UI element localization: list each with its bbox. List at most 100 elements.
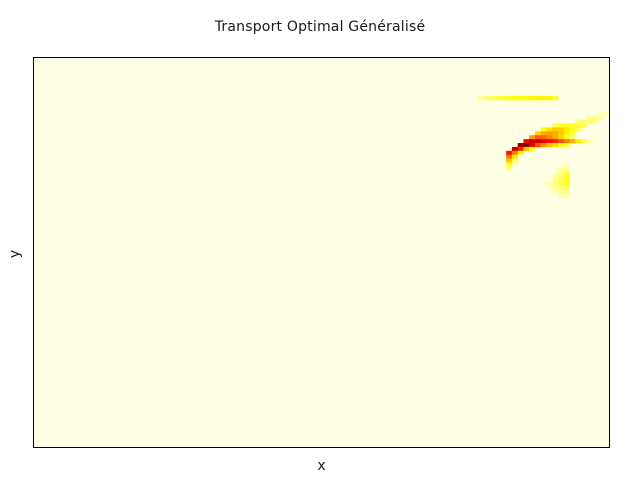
heatmap-cell (517, 150, 524, 156)
heatmap-cell (569, 135, 576, 140)
heatmap-cell (494, 96, 501, 101)
heatmap-cell (586, 115, 593, 120)
heatmap-cell (506, 96, 513, 101)
heatmap-cell (558, 139, 565, 144)
heatmap-cell (540, 139, 547, 144)
heatmap-cell (581, 123, 588, 128)
heatmap-cell (523, 146, 530, 152)
heatmap-cell (552, 127, 559, 132)
heatmap-cell (552, 189, 559, 195)
heatmap-cell (558, 178, 565, 183)
heatmap-cell (517, 96, 524, 101)
heatmap-cell (534, 139, 542, 144)
heatmap-cell (598, 111, 605, 116)
heatmap-cell (563, 193, 570, 199)
heatmap-cell (552, 143, 559, 148)
heatmap-cell (558, 186, 565, 191)
heatmap-cell (511, 146, 518, 152)
heatmap-cell (563, 166, 570, 171)
heatmap-cell (552, 139, 559, 144)
heatmap-cell (517, 146, 524, 152)
heatmap-cell (546, 131, 553, 136)
heatmap-cell (529, 139, 536, 144)
heatmap-cell (546, 135, 553, 140)
plot-background (33, 57, 610, 448)
heatmap-cell (563, 139, 570, 144)
heatmap-cell (569, 131, 576, 136)
heatmap-cell (558, 182, 565, 187)
heatmap-cell (511, 150, 518, 156)
heatmap-cell (569, 139, 576, 144)
heatmap-cell (506, 158, 513, 163)
heatmap-cell (540, 135, 547, 140)
heatmap-cell (546, 143, 553, 148)
heatmap-cell (586, 139, 593, 144)
heatmap-cell (558, 123, 565, 128)
heatmap-cells (477, 96, 611, 199)
heatmap-cell (558, 135, 565, 140)
heatmap-cell (517, 143, 524, 148)
heatmap-cell (563, 131, 570, 136)
chart-title: Transport Optimal Généralisé (214, 19, 426, 35)
heatmap-cell (546, 96, 553, 101)
heatmap-cell (575, 123, 582, 128)
heatmap-cell (540, 96, 547, 101)
heatmap-cell (558, 193, 565, 199)
heatmap-cell (546, 127, 553, 132)
heatmap-cell (569, 127, 576, 132)
heatmap-cell (581, 139, 588, 144)
heatmap-cell (598, 115, 605, 120)
heatmap-cell (552, 178, 559, 183)
heatmap-cell (563, 178, 570, 183)
heatmap-cell (558, 170, 565, 175)
heatmap-cell (500, 96, 507, 101)
heatmap-cell (552, 174, 559, 179)
heatmap-cell (592, 119, 599, 124)
heatmap-cell (529, 143, 536, 148)
heatmap-cell (563, 123, 570, 128)
heatmap-cell (511, 96, 518, 101)
heatmap-cell (552, 123, 559, 128)
heatmap-cell (529, 96, 536, 101)
heatmap-cell (488, 96, 495, 101)
heatmap-cell (546, 186, 553, 191)
heatmap-cell (529, 135, 536, 140)
heatmap-cell (523, 139, 530, 144)
heatmap-cell (552, 96, 559, 101)
heatmap-cell (586, 119, 593, 124)
y-axis-label: y (7, 249, 23, 259)
heatmap-cell (546, 139, 553, 144)
heatmap-cell (511, 158, 518, 163)
heatmap-cell (506, 162, 513, 167)
heatmap-cell (563, 182, 570, 187)
heatmap-cell (563, 143, 570, 148)
heatmap-cell (581, 119, 588, 124)
heatmap-cell (552, 131, 559, 136)
heatmap-cell (511, 154, 518, 159)
heatmap-cell (546, 182, 553, 187)
heatmap-cell (558, 127, 565, 132)
heatmap-cell (563, 162, 570, 167)
heatmap-cell (552, 135, 559, 140)
heatmap-cell (523, 143, 530, 148)
heatmap-cell (534, 131, 542, 136)
heatmap-cell (563, 127, 570, 132)
heatmap-cell (563, 189, 570, 195)
heatmap-cell (558, 174, 565, 179)
heatmap-cell (563, 170, 570, 175)
heatmap-cell (575, 127, 582, 132)
heatmap-cell (569, 123, 576, 128)
heatmap-cell (483, 96, 490, 101)
heatmap-cell (563, 186, 570, 191)
heatmap-cell (575, 139, 582, 144)
heatmap-cell (604, 111, 611, 116)
heatmap-cell (592, 115, 599, 120)
heatmap-cell (506, 150, 513, 156)
heatmap-cell (558, 131, 565, 136)
heatmap-cell (506, 154, 513, 159)
heatmap-cell (529, 146, 536, 152)
heatmap-cell (558, 189, 565, 195)
heatmap-cell (575, 119, 582, 124)
x-axis-label: x (317, 458, 326, 474)
